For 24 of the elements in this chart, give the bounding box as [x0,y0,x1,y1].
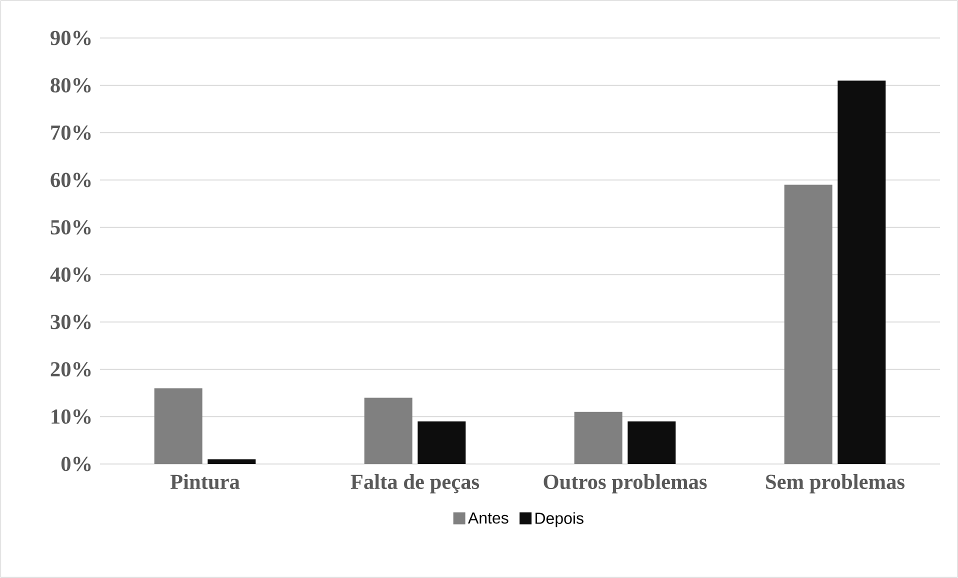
bar [838,80,886,464]
bar [574,412,622,464]
bar [784,184,832,464]
y-tick-label: 40% [50,267,91,282]
bar [364,398,412,464]
y-tick-label: 10% [52,409,91,424]
x-tick-label: Pintura [170,474,240,490]
y-tick-label: 30% [50,314,91,330]
bar [154,388,202,464]
legend-label: Antes [468,512,508,524]
bar [418,421,466,464]
y-tick-label: 0% [61,456,91,472]
y-tick-label: 80% [50,78,91,93]
y-tick-label: 90% [50,30,91,46]
bar [208,459,256,464]
x-tick-label: Outros problemas [544,474,707,494]
x-tick-label: Sem problemas [766,474,904,494]
bar [628,421,676,464]
legend-label: Depois [536,512,584,528]
y-tick-label: 20% [50,362,91,377]
y-tick-label: 70% [51,125,91,140]
y-tick-label: 60% [50,172,91,188]
y-tick-label: 50% [50,220,91,235]
x-tick-label: Falta de peças [350,474,480,494]
